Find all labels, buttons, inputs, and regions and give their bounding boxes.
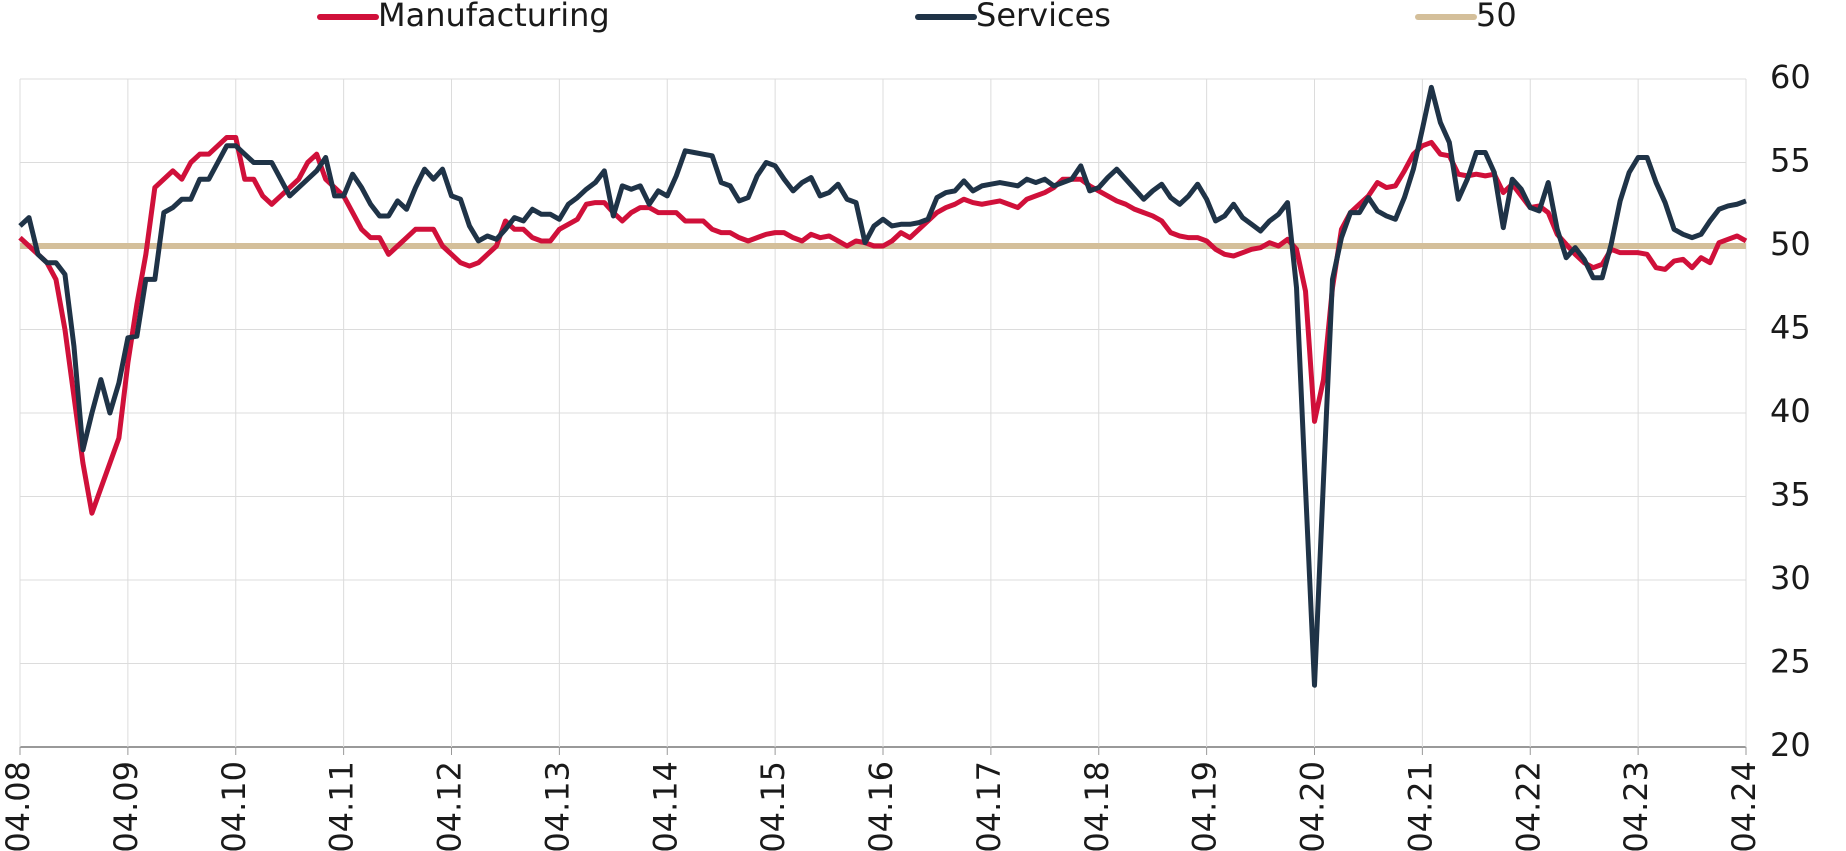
y-tick-label: 30 (1770, 559, 1811, 597)
series-line (18, 134, 1748, 516)
y-tick-label: 60 (1770, 58, 1811, 96)
legend-label: Manufacturing (378, 0, 610, 34)
x-tick-label: 04.16 (862, 761, 900, 851)
y-tick-label: 25 (1770, 643, 1811, 681)
x-tick-label: 04.23 (1617, 761, 1655, 851)
x-tick-label: 04.11 (323, 761, 361, 851)
x-tick-label: 04.12 (431, 761, 469, 851)
x-tick-label: 04.10 (215, 761, 253, 851)
legend-label: 50 (1476, 0, 1517, 34)
x-tick-label: 04.22 (1509, 761, 1547, 851)
x-tick-label: 04.14 (646, 761, 684, 851)
x-tick-label: 04.18 (1078, 761, 1116, 851)
y-tick-label: 45 (1770, 309, 1811, 347)
x-tick-label: 04.13 (538, 761, 576, 851)
x-tick-label: 04.09 (107, 761, 145, 851)
y-tick-label: 20 (1770, 726, 1811, 764)
y-tick-label: 40 (1770, 392, 1811, 430)
y-tick-label: 55 (1770, 142, 1811, 180)
y-tick-label: 35 (1770, 476, 1811, 514)
y-tick-label: 50 (1770, 225, 1811, 263)
series-line (18, 84, 1747, 688)
legend-label: Services (976, 0, 1111, 34)
x-tick-label: 04.19 (1186, 761, 1224, 851)
x-tick-label: 04.15 (754, 761, 792, 851)
x-tick-label: 04.17 (970, 761, 1008, 851)
x-tick-label: 04.08 (0, 761, 37, 851)
x-tick-label: 04.24 (1725, 761, 1763, 851)
x-tick-label: 04.20 (1294, 761, 1332, 851)
x-tick-label: 04.21 (1401, 761, 1439, 851)
